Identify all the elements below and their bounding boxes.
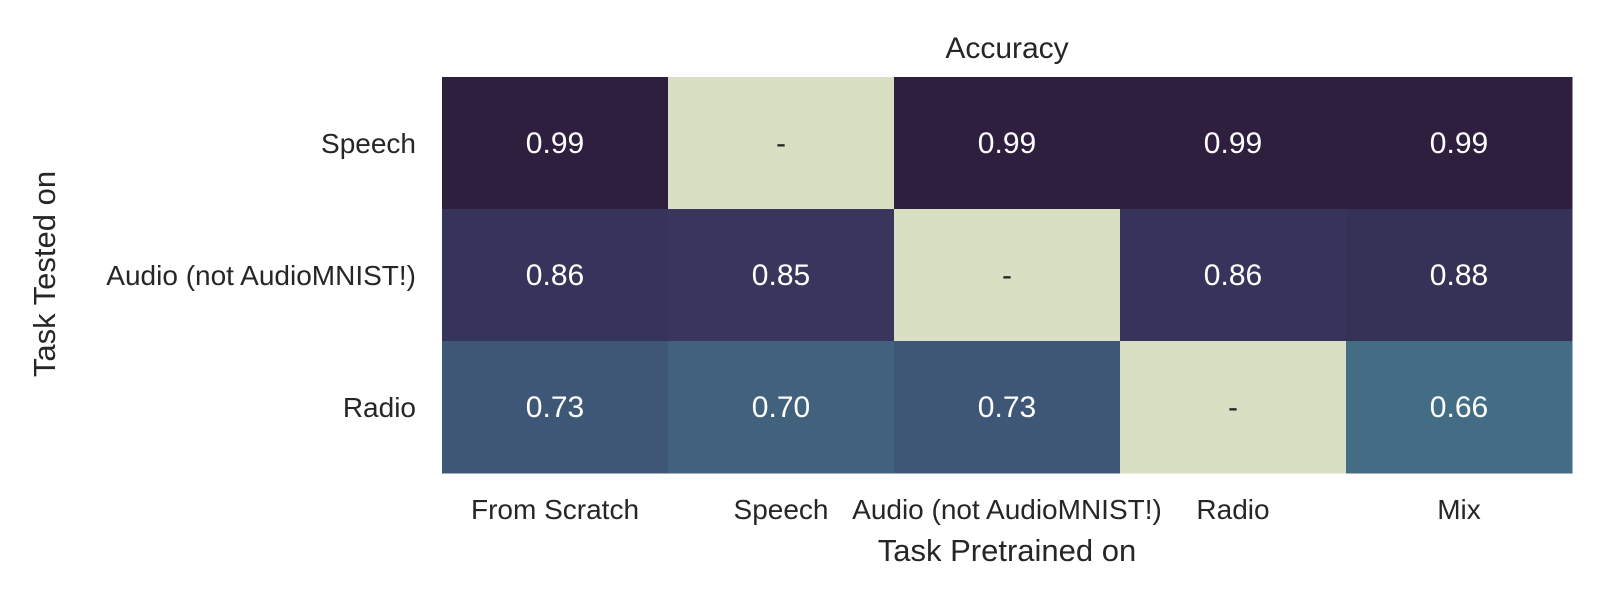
heatmap-cell-r1-c0 — [442, 209, 669, 342]
x-tick-label-4: Mix — [1437, 494, 1481, 525]
heatmap-cell-label-r0-c1: - — [776, 127, 786, 160]
x-axis-label: Task Pretrained on — [878, 533, 1136, 568]
heatmap-cell-r0-c4 — [1346, 77, 1573, 210]
heatmap-cell-label-r2-c3: - — [1228, 391, 1238, 424]
x-tick-label-0: From Scratch — [471, 494, 639, 525]
heatmap-cell-label-r2-c4: 0.66 — [1430, 391, 1488, 424]
y-axis-label: Task Tested on — [27, 171, 62, 377]
heatmap-cell-r2-c3 — [1120, 341, 1347, 474]
heatmap-cell-label-r2-c1: 0.70 — [752, 391, 810, 424]
heatmap-cell-r1-c2 — [894, 209, 1121, 342]
heatmap-cell-r0-c1 — [668, 77, 895, 210]
y-tick-label-1: Audio (not AudioMNIST!) — [106, 260, 416, 291]
heatmap-cell-label-r0-c3: 0.99 — [1204, 127, 1262, 160]
y-tick-label-2: Radio — [343, 392, 416, 423]
heatmap-cell-label-r1-c2: - — [1002, 259, 1012, 292]
heatmap-cell-r0-c0 — [442, 77, 669, 210]
x-tick-label-2: Audio (not AudioMNIST!) — [852, 494, 1162, 525]
heatmap-cell-label-r1-c4: 0.88 — [1430, 259, 1488, 292]
heatmap-cell-label-r0-c4: 0.99 — [1430, 127, 1488, 160]
heatmap-cell-r0-c3 — [1120, 77, 1347, 210]
heatmap-cell-label-r1-c1: 0.85 — [752, 259, 810, 292]
x-tick-label-1: Speech — [734, 494, 829, 525]
heatmap-cell-label-r1-c3: 0.86 — [1204, 259, 1262, 292]
heatmap-cell-r0-c2 — [894, 77, 1121, 210]
heatmap-cell-r2-c0 — [442, 341, 669, 474]
heatmap-cells: 0.99 - 0.99 0.99 0.99 0.86 0.85 - 0.86 0.88 0.73 0.… — [442, 77, 1573, 474]
heatmap-cell-label-r0-c0: 0.99 — [526, 127, 584, 160]
x-tick-label-3: Radio — [1196, 494, 1269, 525]
heatmap-cell-label-r2-c2: 0.73 — [978, 391, 1036, 424]
heatmap-cell-r2-c2 — [894, 341, 1121, 474]
heatmap-cell-label-r0-c2: 0.99 — [978, 127, 1036, 160]
heatmap-cell-r1-c4 — [1346, 209, 1573, 342]
chart-title: Accuracy — [945, 32, 1068, 65]
heatmap-cell-label-r2-c0: 0.73 — [526, 391, 584, 424]
heatmap-cell-label-r1-c0: 0.86 — [526, 259, 584, 292]
x-tick-labels: From Scratch Speech Audio (not AudioMNIST!… — [471, 494, 1481, 525]
y-tick-labels: Speech Audio (not AudioMNIST!) Radio — [106, 128, 416, 423]
heatmap-cell-r2-c1 — [668, 341, 895, 474]
heatmap-cell-r1-c3 — [1120, 209, 1347, 342]
y-tick-label-0: Speech — [321, 128, 416, 159]
heatmap-cell-r1-c1 — [668, 209, 895, 342]
heatmap-cell-r2-c4 — [1346, 341, 1573, 474]
